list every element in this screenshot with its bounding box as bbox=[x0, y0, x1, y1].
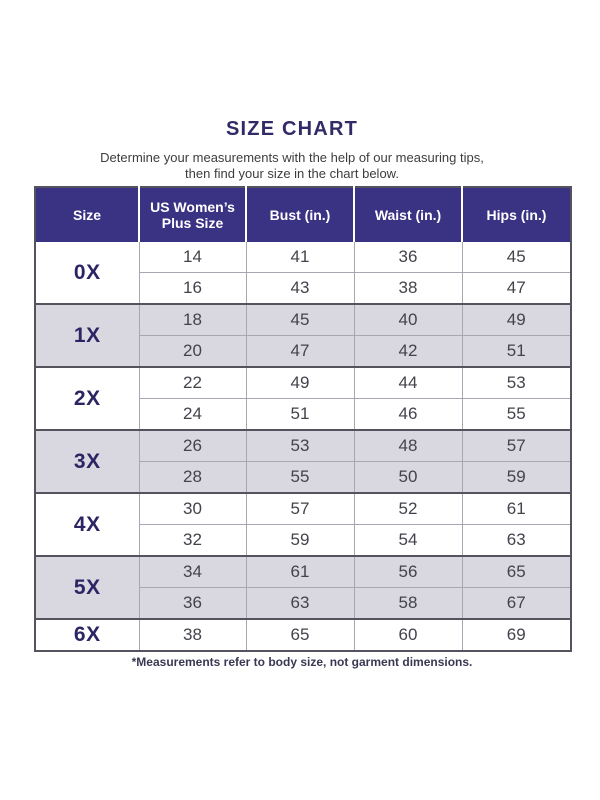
measurement-cell: 42 bbox=[353, 335, 462, 367]
measurement-cell: 22 bbox=[138, 366, 246, 399]
measurement-cell: 59 bbox=[461, 461, 571, 493]
size-group-label: 4X bbox=[35, 492, 139, 556]
measurements-footnote: *Measurements refer to body size, not ga… bbox=[131, 655, 473, 669]
measurement-cell: 52 bbox=[353, 492, 462, 525]
table-row: 28 55 50 59 bbox=[35, 461, 571, 493]
measurement-cell: 24 bbox=[138, 398, 246, 430]
table-row: 36 63 58 67 bbox=[35, 587, 571, 619]
size-group-2x: 2X 22 49 44 53 24 51 46 55 bbox=[35, 366, 571, 430]
size-group-1x: 1X 18 45 40 49 20 47 42 51 bbox=[35, 303, 571, 367]
measurement-cell: 56 bbox=[353, 555, 462, 588]
table-row: 16 43 38 47 bbox=[35, 272, 571, 304]
measurement-cell: 49 bbox=[245, 366, 354, 399]
size-group-6x: 6X 38 65 60 69 bbox=[35, 618, 571, 651]
measurement-cell: 55 bbox=[461, 398, 571, 430]
chart-subtitle: Determine your measurements with the hel… bbox=[0, 150, 584, 181]
column-header-waist: Waist (in.) bbox=[353, 187, 462, 242]
size-table-header: Size US Women’s Plus Size Bust (in.) Wai… bbox=[35, 187, 571, 242]
measurement-cell: 47 bbox=[461, 272, 571, 304]
size-group-4x: 4X 30 57 52 61 32 59 54 63 bbox=[35, 492, 571, 556]
subtitle-line-1: Determine your measurements with the hel… bbox=[100, 150, 484, 165]
size-group-label: 3X bbox=[35, 429, 139, 493]
size-group-label: 6X bbox=[35, 618, 139, 651]
table-row: 4X 30 57 52 61 bbox=[35, 492, 571, 556]
measurement-cell: 54 bbox=[353, 524, 462, 556]
measurement-cell: 55 bbox=[245, 461, 354, 493]
size-group-label: 0X bbox=[73, 260, 101, 284]
size-group-label: 2X bbox=[35, 366, 139, 430]
measurement-cell: 57 bbox=[245, 492, 354, 525]
page-title: SIZE CHART bbox=[226, 118, 358, 140]
measurement-cell: 50 bbox=[353, 461, 462, 493]
measurement-cell: 65 bbox=[245, 618, 354, 651]
column-header-us-womens-plus-size: US Women’s Plus Size bbox=[138, 187, 246, 242]
table-row: 3X 26 53 48 57 bbox=[35, 429, 571, 493]
measurement-cell: 60 bbox=[353, 618, 462, 651]
measurement-cell: 44 bbox=[353, 366, 462, 399]
chart-header: SIZE CHART Determine your measurements w… bbox=[0, 118, 584, 181]
measurement-cell: 30 bbox=[138, 492, 246, 525]
measurement-cell: 36 bbox=[353, 242, 462, 273]
column-header-size: Size bbox=[35, 187, 139, 242]
table-row: 24 51 46 55 bbox=[35, 398, 571, 430]
measurement-cell: 36 bbox=[138, 587, 246, 619]
table-row: 2X 22 49 44 53 bbox=[35, 366, 571, 430]
table-row: 32 59 54 63 bbox=[35, 524, 571, 556]
measurement-cell: 47 bbox=[245, 335, 354, 367]
measurement-cell: 16 bbox=[138, 272, 246, 304]
measurement-cell: 63 bbox=[461, 524, 571, 556]
table-row: 0X 14 41 36 45 bbox=[35, 242, 571, 284]
measurement-cell: 43 bbox=[245, 272, 354, 304]
column-header-hips: Hips (in.) bbox=[461, 187, 571, 242]
table-row: 5X 34 61 56 65 bbox=[35, 555, 571, 619]
measurement-cell: 58 bbox=[353, 587, 462, 619]
size-group-3x: 3X 26 53 48 57 28 55 50 59 bbox=[35, 429, 571, 493]
measurement-cell: 48 bbox=[353, 429, 462, 462]
measurement-cell: 61 bbox=[245, 555, 354, 588]
measurement-cell: 14 bbox=[138, 242, 246, 273]
size-table: Size US Women’s Plus Size Bust (in.) Wai… bbox=[34, 186, 572, 652]
measurement-cell: 67 bbox=[461, 587, 571, 619]
subtitle-line-2: then find your size in the chart below. bbox=[185, 165, 399, 181]
size-group-0x: 0X 14 41 36 45 16 43 38 47 bbox=[35, 242, 571, 304]
size-group-label: 5X bbox=[35, 555, 139, 619]
measurement-cell: 63 bbox=[245, 587, 354, 619]
measurement-cell: 38 bbox=[353, 272, 462, 304]
measurement-cell: 53 bbox=[461, 366, 571, 399]
measurement-cell: 20 bbox=[138, 335, 246, 367]
measurement-cell: 38 bbox=[138, 618, 246, 651]
measurement-cell: 40 bbox=[353, 303, 462, 336]
measurement-cell: 51 bbox=[245, 398, 354, 430]
header-row: Size US Women’s Plus Size Bust (in.) Wai… bbox=[35, 187, 571, 242]
size-group-5x: 5X 34 61 56 65 36 63 58 67 bbox=[35, 555, 571, 619]
measurement-cell: 18 bbox=[138, 303, 246, 336]
measurement-cell: 46 bbox=[353, 398, 462, 430]
measurement-cell: 53 bbox=[245, 429, 354, 462]
measurement-cell: 69 bbox=[461, 618, 571, 651]
measurement-cell: 26 bbox=[138, 429, 246, 462]
column-header-bust: Bust (in.) bbox=[245, 187, 354, 242]
measurement-cell: 57 bbox=[461, 429, 571, 462]
measurement-cell: 49 bbox=[461, 303, 571, 336]
table-row: 20 47 42 51 bbox=[35, 335, 571, 367]
measurement-cell: 41 bbox=[245, 242, 354, 273]
measurement-cell: 59 bbox=[245, 524, 354, 556]
measurement-cell: 61 bbox=[461, 492, 571, 525]
measurement-cell: 45 bbox=[245, 303, 354, 336]
measurement-cell: 45 bbox=[461, 242, 571, 273]
measurement-cell: 34 bbox=[138, 555, 246, 588]
measurement-cell: 28 bbox=[138, 461, 246, 493]
table-row: 6X 38 65 60 69 bbox=[35, 618, 571, 651]
measurement-cell: 32 bbox=[138, 524, 246, 556]
table-row: 1X 18 45 40 49 bbox=[35, 303, 571, 367]
size-group-label: 1X bbox=[35, 303, 139, 367]
measurement-cell: 65 bbox=[461, 555, 571, 588]
measurement-cell: 51 bbox=[461, 335, 571, 367]
